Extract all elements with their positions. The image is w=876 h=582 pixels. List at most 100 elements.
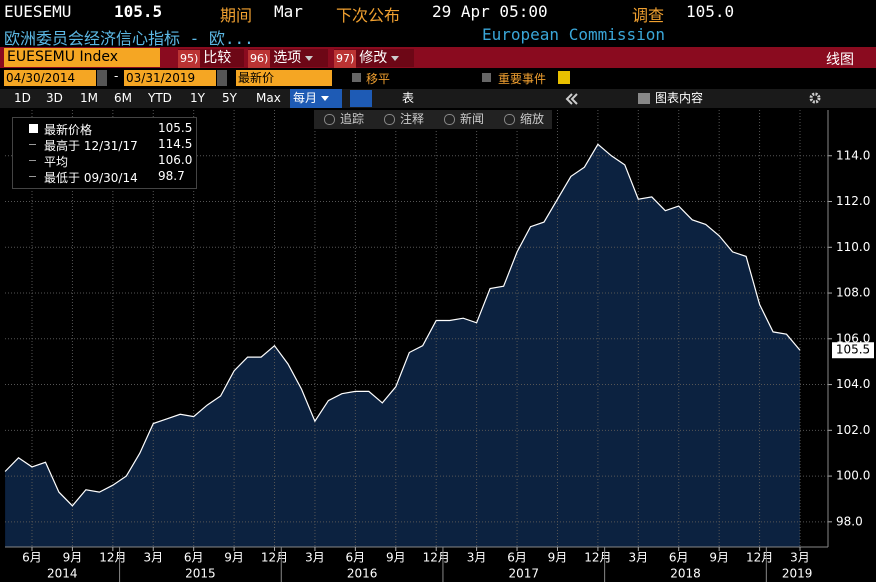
button-number: 95) [178, 50, 201, 68]
legend-marker [29, 124, 38, 133]
x-tick-label: 6月 [346, 551, 366, 565]
next-release: 29 Apr 05:00 [432, 2, 548, 21]
x-tick-label: 9月 [709, 551, 729, 565]
legend-marker [29, 176, 36, 177]
year-label: 2018 [670, 567, 701, 581]
date-separator: - [114, 69, 119, 83]
survey: 105.0 [686, 2, 735, 21]
legend-value: 106.0 [158, 153, 193, 167]
checkbox[interactable] [482, 73, 491, 82]
legend-marker [29, 144, 36, 145]
range-bar [0, 89, 876, 108]
table-button[interactable]: 表 [402, 91, 415, 105]
range-button[interactable]: 1Y [190, 91, 205, 105]
range-button[interactable]: Max [256, 91, 281, 105]
range-button[interactable]: 5Y [222, 91, 237, 105]
button-label: 修改 [359, 50, 388, 66]
last-value-box [832, 342, 874, 359]
tool-button[interactable]: 追踪 [340, 112, 365, 126]
end-date[interactable]: 03/31/2019 [124, 70, 216, 86]
button-label: 比较 [203, 50, 232, 66]
settings-icon[interactable] [808, 91, 822, 105]
frequency: 每月 [293, 91, 318, 105]
legend-value: 114.5 [158, 137, 193, 151]
tool-icon [504, 114, 515, 125]
smooth-label: 移平 [366, 72, 391, 86]
frequency-select[interactable]: 每月 [290, 89, 342, 108]
start-date[interactable]: 04/30/2014 [4, 70, 96, 86]
legend-label: 最高于 12/31/17 [44, 139, 138, 153]
x-tick-label: 6月 [669, 551, 689, 565]
x-tick-label: 6月 [184, 551, 204, 565]
calendar-icon[interactable] [217, 70, 227, 86]
view-button[interactable]: 线图 [826, 52, 854, 68]
compare-button[interactable]: 95) 比较 [178, 49, 244, 68]
chart-type-icon[interactable] [350, 90, 372, 107]
y-tick-label: 102.0 [836, 423, 870, 437]
year-label: 2017 [509, 567, 540, 581]
options-button[interactable]: 96) 选项 [248, 49, 328, 68]
x-tick-label: 3月 [628, 551, 648, 565]
x-tick-label: 12月 [423, 551, 450, 565]
button-label: 选项 [273, 50, 302, 66]
legend-marker [29, 160, 36, 161]
x-tick-label: 9月 [386, 551, 406, 565]
y-tick-label: 98.0 [836, 514, 863, 528]
y-tick-label: 108.0 [836, 286, 870, 300]
collapse-icon[interactable] [565, 92, 579, 106]
period: Mar [274, 2, 303, 21]
security-field[interactable]: EUESEMU Index [4, 48, 160, 67]
events-label: 重要事件 [498, 72, 547, 86]
y-tick-label: 110.0 [836, 240, 870, 254]
y-tick-label: 114.0 [836, 148, 870, 162]
x-tick-label: 6月 [22, 551, 42, 565]
x-tick-label: 9月 [548, 551, 568, 565]
info-icon[interactable] [558, 71, 570, 84]
legend-box [12, 117, 197, 189]
x-tick-label: 12月 [584, 551, 611, 565]
source: European Commission [482, 25, 666, 44]
tool-button[interactable]: 缩放 [520, 112, 545, 126]
x-tick-label: 12月 [99, 551, 126, 565]
ticker: EUESEMU [4, 2, 72, 21]
x-tick-label: 3月 [305, 551, 325, 565]
y-tick-label: 104.0 [836, 377, 870, 391]
year-label: 2016 [347, 567, 378, 581]
tool-icon [384, 114, 395, 125]
year-label: 2014 [47, 567, 78, 581]
tool-icon [444, 114, 455, 125]
x-tick-label: 12月 [261, 551, 288, 565]
tool-button[interactable]: 注释 [400, 112, 425, 126]
period-label: 期间 [220, 6, 253, 25]
modify-button[interactable]: 97) 修改 [334, 49, 414, 68]
legend-label: 最新价格 [44, 123, 93, 137]
checkbox[interactable] [352, 73, 361, 82]
field-select[interactable]: 最新价 [236, 70, 332, 86]
legend-value: 98.7 [158, 169, 185, 183]
legend-label: 最低于 09/30/14 [44, 171, 138, 185]
chart-tools [314, 110, 552, 129]
tool-icon [324, 114, 335, 125]
line [4, 143, 801, 507]
x-tick-label: 3月 [143, 551, 163, 565]
range-button[interactable]: 3D [46, 91, 63, 105]
dropdown-arrow [305, 55, 314, 61]
last-value-label: 105.5 [836, 343, 870, 357]
next-label: 下次公布 [336, 6, 401, 25]
calendar-icon[interactable] [97, 70, 107, 86]
y-tick-label: 100.0 [836, 469, 870, 483]
range-button[interactable]: 6M [114, 91, 132, 105]
range-button[interactable]: YTD [148, 91, 172, 105]
contents-icon [638, 93, 650, 104]
dropdown-arrow [391, 55, 400, 61]
tool-button[interactable]: 新闻 [460, 112, 485, 126]
price: 105.5 [114, 2, 163, 21]
button-number: 97) [334, 50, 357, 68]
year-label: 2019 [782, 567, 813, 581]
range-button[interactable]: 1D [14, 91, 31, 105]
range-button[interactable]: 1M [80, 91, 98, 105]
x-tick-label: 9月 [63, 551, 83, 565]
contents-button[interactable]: 图表内容 [655, 91, 704, 105]
